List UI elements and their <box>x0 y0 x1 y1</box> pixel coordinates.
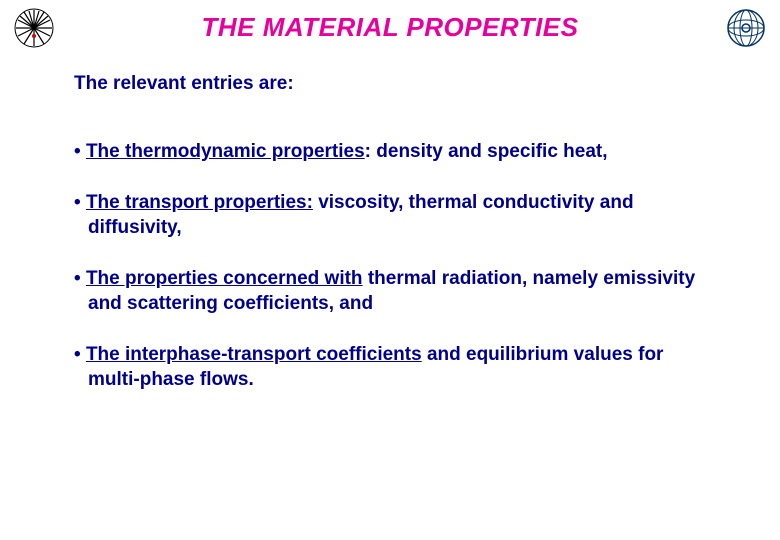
bullet-key: The interphase-transport coefficients <box>86 344 422 365</box>
bullet-rest: : density and specific heat, <box>365 141 608 162</box>
bullet-key: The transport properties: <box>86 192 313 213</box>
bullet-marker: • <box>74 192 81 213</box>
list-item: • The transport properties: viscosity, t… <box>74 190 706 240</box>
list-item: • The interphase-transport coefficients … <box>74 342 706 392</box>
page-title: THE MATERIAL PROPERTIES <box>0 0 780 43</box>
list-item: • The thermodynamic properties: density … <box>74 139 706 164</box>
bullet-key: The thermodynamic properties <box>86 141 365 162</box>
bullet-key: The properties concerned with <box>86 268 363 289</box>
intro-text: The relevant entries are: <box>74 73 780 95</box>
list-item: • The properties concerned with thermal … <box>74 266 706 316</box>
bullet-list: • The thermodynamic properties: density … <box>74 139 706 393</box>
layered-circle-logo-icon <box>726 8 766 48</box>
sunburst-logo-icon <box>14 8 54 48</box>
bullet-marker: • <box>74 344 81 365</box>
bullet-marker: • <box>74 141 81 162</box>
bullet-marker: • <box>74 268 81 289</box>
